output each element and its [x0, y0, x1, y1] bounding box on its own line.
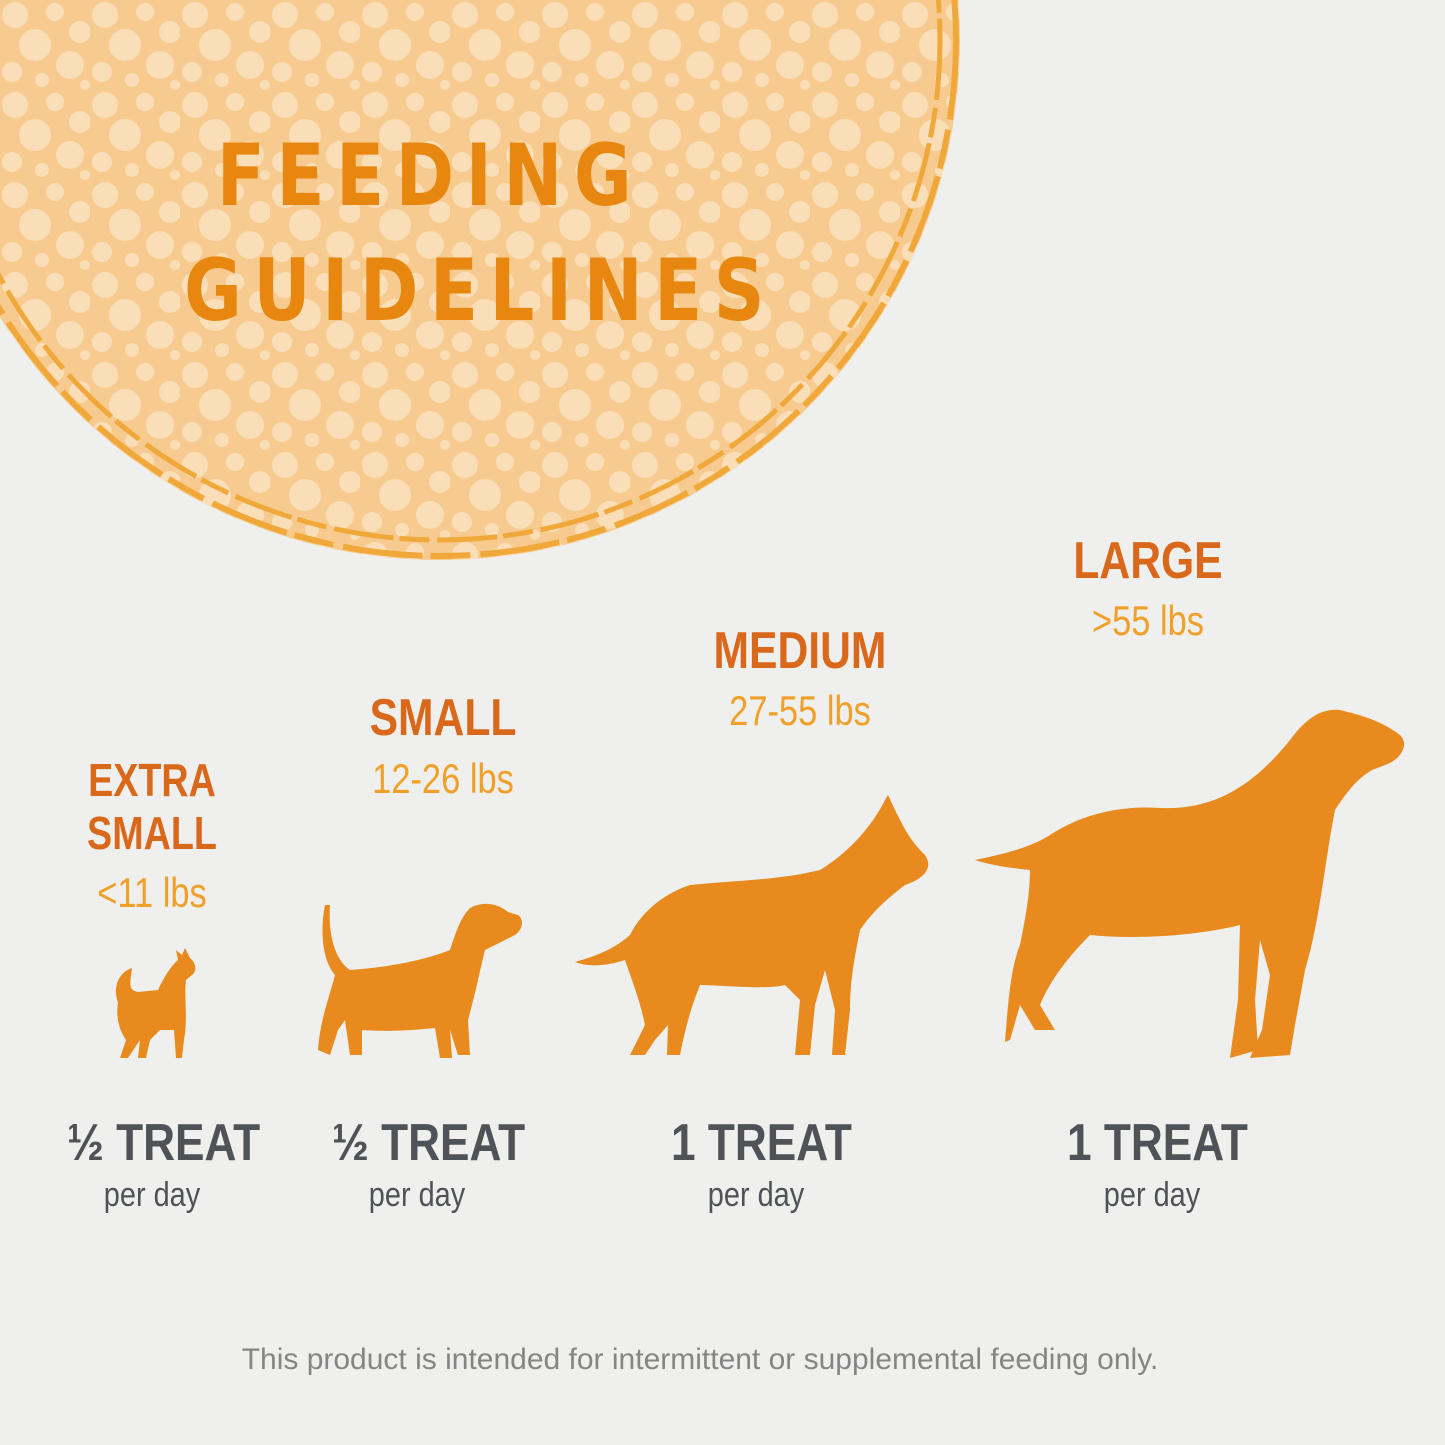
size-large-amount: 1 TREAT	[1067, 1114, 1248, 1172]
size-small-frequency: per day	[368, 1176, 466, 1214]
size-large-category: LARGE	[1073, 532, 1223, 590]
size-small-weight: 12-26 lbs	[372, 755, 514, 802]
size-medium-amount: 1 TREAT	[671, 1114, 852, 1172]
size-extra-small-frequency: per day	[103, 1176, 201, 1214]
footnote-disclaimer: This product is intended for intermitten…	[241, 1343, 1159, 1376]
size-medium-category: MEDIUM	[713, 622, 887, 680]
size-small-amount: ½ TREAT	[332, 1114, 526, 1172]
size-extra-small-weight: <11 lbs	[97, 869, 207, 916]
title-line-2: GUIDELINES	[184, 241, 777, 341]
size-extra-small-category-line1: EXTRA	[88, 754, 216, 806]
chihuahua-silhouette-icon	[115, 948, 196, 1058]
size-medium-weight: 27-55 lbs	[729, 687, 871, 734]
size-large-weight: >55 lbs	[1091, 597, 1205, 644]
shepherd-silhouette-icon	[575, 795, 929, 1055]
size-extra-small-amount: ½ TREAT	[67, 1114, 261, 1172]
pointer-silhouette-icon	[975, 709, 1405, 1058]
size-medium-frequency: per day	[707, 1176, 805, 1214]
title-line-1: FEEDING	[216, 126, 644, 226]
size-extra-small-category-line2: SMALL	[87, 807, 217, 859]
terrier-silhouette-icon	[318, 903, 522, 1058]
size-large-frequency: per day	[1103, 1176, 1201, 1214]
size-small-category: SMALL	[369, 689, 517, 747]
